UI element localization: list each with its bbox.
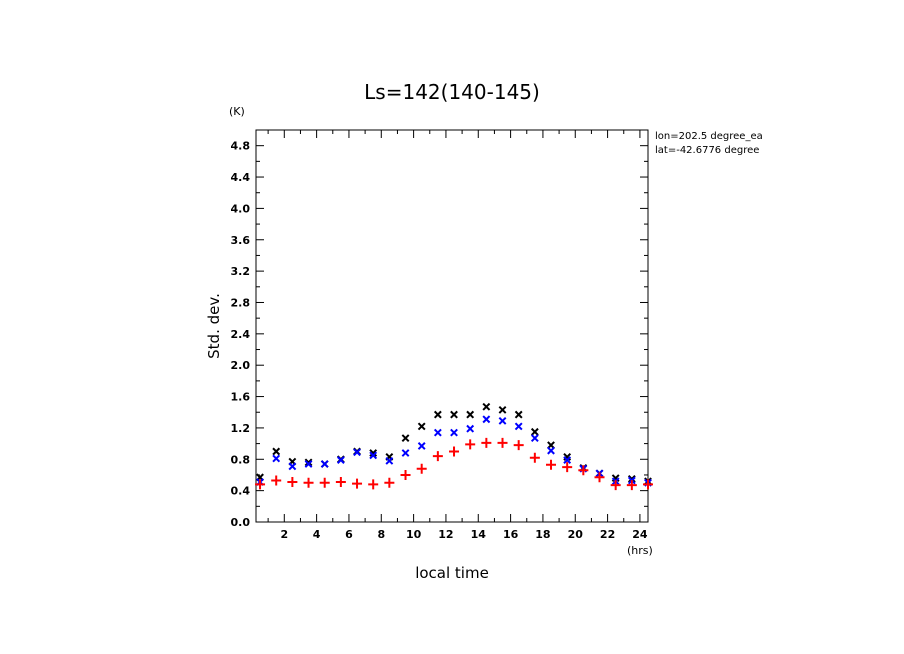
y-axis-label: Std. dev. — [205, 293, 223, 359]
annotation-lat: lat=-42.6776 degree — [655, 145, 759, 156]
data-point — [369, 449, 378, 457]
x-tick-label: 22 — [600, 528, 615, 541]
data-point — [384, 477, 395, 488]
y-tick-label: 0.8 — [231, 453, 251, 466]
data-point — [578, 465, 589, 476]
y-tick-label: 0.0 — [231, 516, 251, 529]
data-point — [547, 446, 555, 455]
data-point — [385, 456, 394, 465]
data-point — [417, 422, 426, 431]
data-point — [368, 479, 379, 490]
data-point — [320, 460, 329, 468]
x-unit-label: (hrs) — [627, 544, 653, 557]
y-tick-label: 4.8 — [231, 140, 251, 153]
axis-ticks: 0.0 0.4 0.8 1.2 1.6 2.0 2.4 2.8 3.2 3.6 4.0 4.4 4.8 2… — [231, 130, 648, 541]
y-tick-label: 1.6 — [231, 391, 251, 404]
data-point — [498, 405, 507, 414]
data-point — [562, 462, 573, 473]
data-point — [353, 448, 361, 457]
data-point — [272, 454, 281, 463]
data-point — [417, 442, 426, 450]
data-point — [400, 469, 411, 480]
x-tick-label: 6 — [345, 528, 353, 541]
x-tick-label: 14 — [471, 528, 487, 541]
y-tick-label: 2.0 — [231, 359, 251, 372]
y-unit-label: (K) — [229, 105, 245, 118]
x-tick-label: 18 — [535, 528, 550, 541]
y-tick-label: 1.2 — [231, 422, 251, 435]
data-point — [287, 477, 298, 488]
x-tick-label: 8 — [377, 528, 385, 541]
data-point — [626, 480, 637, 491]
data-point — [465, 439, 476, 450]
y-tick-label: 3.2 — [231, 265, 251, 278]
series-0 — [256, 402, 652, 486]
data-point — [610, 480, 621, 491]
data-point — [433, 428, 442, 437]
data-point — [450, 428, 458, 437]
data-point — [303, 477, 314, 488]
data-point — [449, 446, 460, 457]
data-point — [401, 449, 410, 457]
y-tick-label: 0.4 — [231, 485, 251, 498]
x-tick-label: 20 — [568, 528, 584, 541]
data-point — [255, 479, 266, 490]
data-point — [272, 447, 281, 456]
data-point — [335, 477, 346, 488]
data-point — [482, 415, 491, 424]
data-point — [643, 479, 653, 490]
data-point — [304, 458, 313, 467]
data-point — [466, 410, 475, 419]
data-point — [529, 452, 540, 463]
data-point — [401, 434, 410, 443]
data-point — [433, 410, 442, 419]
data-point — [304, 460, 313, 468]
data-points — [255, 402, 653, 491]
y-tick-label: 3.6 — [231, 234, 251, 247]
data-point — [271, 475, 282, 486]
x-tick-label: 24 — [632, 528, 648, 541]
chart-title: Ls=142(140-145) — [364, 80, 540, 104]
x-tick-label: 10 — [406, 528, 422, 541]
data-point — [336, 456, 345, 464]
data-point — [450, 410, 458, 419]
y-tick-label: 2.8 — [231, 296, 251, 309]
plot-frame — [255, 129, 649, 523]
data-point — [514, 410, 523, 419]
annotation-lon: lon=202.5 degree_ea — [655, 131, 763, 142]
series-2 — [255, 437, 653, 491]
data-point — [498, 416, 507, 425]
x-tick-label: 4 — [313, 528, 321, 541]
y-tick-label: 4.4 — [231, 171, 251, 184]
data-point — [319, 477, 330, 488]
data-point — [563, 456, 572, 464]
data-point — [481, 437, 492, 448]
data-point — [627, 474, 636, 483]
data-point — [514, 422, 523, 431]
x-tick-label: 16 — [503, 528, 519, 541]
data-point — [530, 427, 539, 436]
data-point — [513, 440, 524, 451]
data-point — [546, 459, 557, 470]
y-tick-label: 2.4 — [231, 328, 251, 341]
data-point — [369, 451, 378, 460]
data-point — [352, 478, 363, 489]
x-axis-label: local time — [415, 564, 489, 582]
data-point — [482, 402, 491, 411]
data-point — [432, 451, 443, 462]
data-point — [530, 434, 539, 443]
y-tick-label: 4.0 — [231, 202, 251, 215]
data-point — [288, 462, 297, 471]
data-point — [416, 463, 427, 474]
x-tick-label: 2 — [280, 528, 288, 541]
data-point — [466, 424, 475, 433]
data-point — [594, 472, 605, 483]
data-point — [497, 437, 508, 448]
x-tick-label: 12 — [438, 528, 453, 541]
